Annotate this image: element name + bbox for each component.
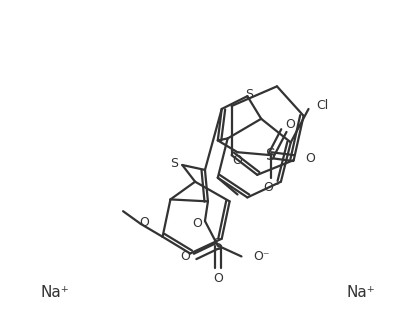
Text: S: S: [171, 156, 178, 170]
Text: O: O: [139, 215, 149, 228]
Text: S: S: [245, 88, 254, 101]
Text: O: O: [180, 250, 190, 263]
Text: O: O: [285, 118, 295, 131]
Text: Na⁺: Na⁺: [40, 285, 69, 300]
Text: O: O: [305, 151, 315, 165]
Text: O⁻: O⁻: [253, 250, 270, 263]
Text: Na⁺: Na⁺: [346, 285, 375, 300]
Text: Cl: Cl: [316, 99, 329, 112]
Text: O: O: [232, 153, 243, 167]
Text: S: S: [213, 238, 223, 253]
Text: O⁻: O⁻: [263, 181, 279, 194]
Text: S: S: [266, 148, 276, 163]
Text: O: O: [192, 216, 202, 229]
Text: O: O: [213, 272, 223, 284]
